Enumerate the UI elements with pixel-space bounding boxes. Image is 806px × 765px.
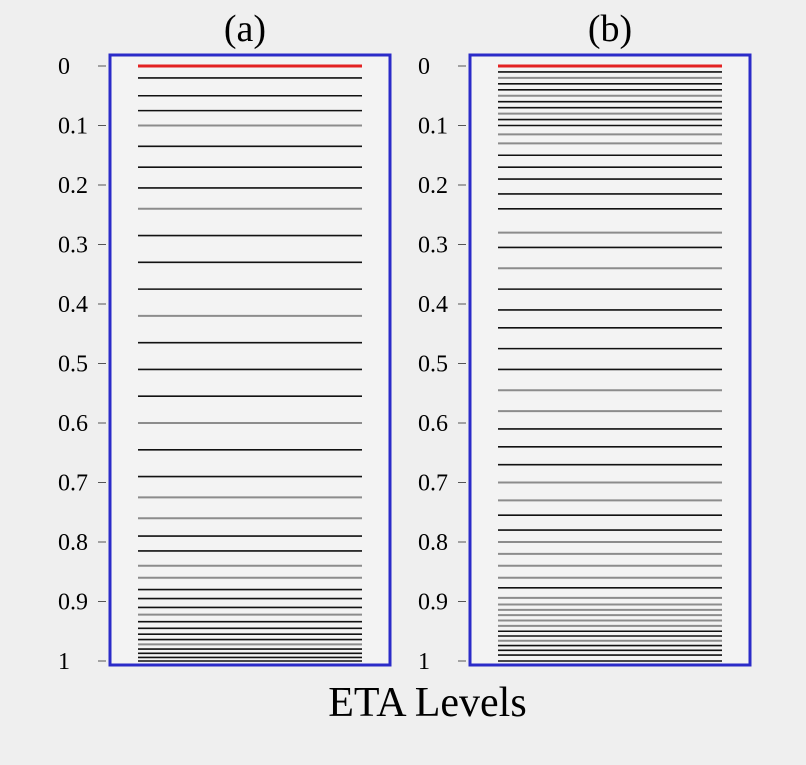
y-tick-label: 0.1 <box>418 114 448 140</box>
x-axis-label: ETA Levels <box>328 680 527 726</box>
y-tick-label: 0.3 <box>418 233 448 259</box>
y-tick-label: 0.5 <box>58 352 88 378</box>
y-tick-label: 0.4 <box>418 292 448 318</box>
y-tick-label: 0.5 <box>418 352 448 378</box>
y-tick-label: 0.6 <box>58 411 88 437</box>
y-tick-label: 0.2 <box>418 173 448 199</box>
panel-b: (b) 0 0.1 0.2 0.3 0.4 0.5 0.6 0.7 0.8 0.9 1 <box>418 8 752 675</box>
panel-frame <box>108 53 392 667</box>
y-tick-label: 0.7 <box>58 471 88 497</box>
y-tick-label: 0.8 <box>418 530 448 556</box>
panel-a: (a) 0 0.1 0.2 0.3 0.4 0.5 0.6 0.7 0.8 0.9 1 <box>58 8 392 675</box>
panel-title: (a) <box>224 8 266 50</box>
y-tick-label: 1 <box>58 649 70 675</box>
y-tick-label: 0.2 <box>58 173 88 199</box>
y-tick-label: 0.1 <box>58 114 88 140</box>
y-tick-label: 0.9 <box>418 590 448 616</box>
panel-frame <box>468 53 752 667</box>
y-tick-label: 0.3 <box>58 233 88 259</box>
y-tick-label: 0.4 <box>58 292 88 318</box>
y-tick-label: 0 <box>418 54 430 80</box>
y-tick-label: 0.6 <box>418 411 448 437</box>
y-tick-label: 1 <box>418 649 430 675</box>
y-tick-label: 0 <box>58 54 70 80</box>
y-tick-label: 0.8 <box>58 530 88 556</box>
y-tick-label: 0.9 <box>58 590 88 616</box>
panel-title: (b) <box>588 8 632 50</box>
y-tick-label: 0.7 <box>418 471 448 497</box>
